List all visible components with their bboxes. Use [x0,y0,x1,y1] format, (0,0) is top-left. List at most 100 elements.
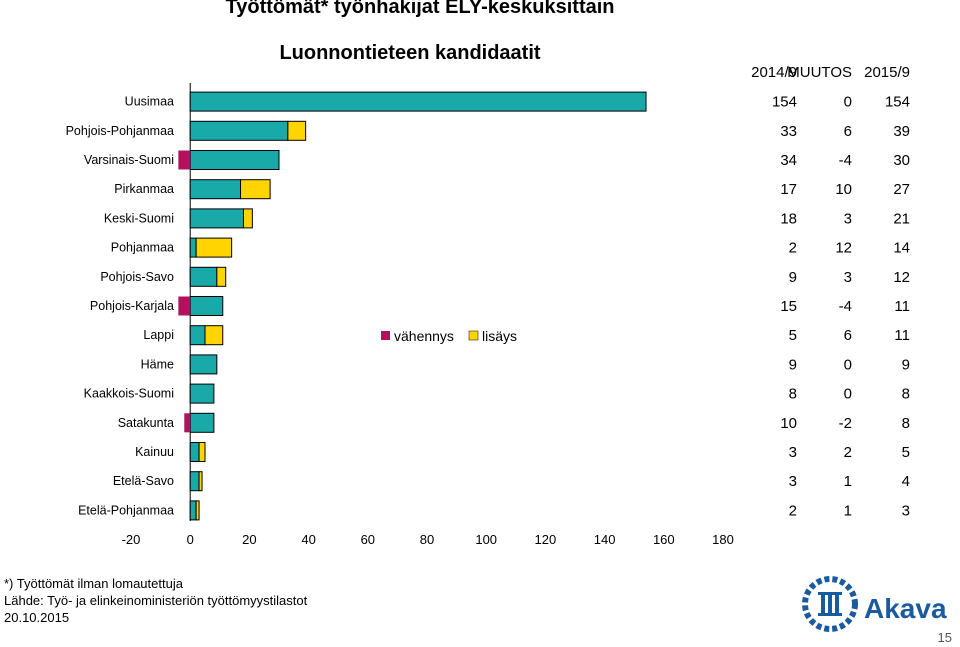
table-2015-value: 39 [893,123,910,140]
table-2014-value: 3 [789,444,797,461]
akava-logo: Akava [802,576,947,632]
table-2014-value: 2 [789,240,797,257]
table-change-value: 0 [844,386,852,403]
bar-increase [195,500,200,521]
bar-2014 [189,500,197,521]
category-label: Häme [141,357,174,371]
bar-2014 [189,150,280,170]
bar-2014 [189,325,206,346]
table-2015-value: 9 [902,356,910,373]
bar-decrease [178,296,191,316]
table-change-value: 3 [844,210,852,227]
table-change-value: 1 [844,473,852,490]
laurel-icon [802,576,858,632]
table-change-value: 10 [835,181,852,198]
table-change-value: -4 [839,152,852,169]
bar-2014 [189,266,218,287]
x-tick-label: 20 [242,532,256,547]
bar-2014 [189,208,244,229]
x-tick-label: -20 [122,532,141,547]
table-change-value: 3 [844,269,852,286]
table-2015-value: 154 [885,94,910,111]
table-change-value: 6 [844,327,852,344]
bar-increase [198,471,203,492]
bar-2014 [189,91,647,112]
table-change-value: 0 [844,356,852,373]
bar-increase [287,120,307,141]
logo-text: Akava [864,593,947,624]
legend-swatch-increase [468,330,479,341]
table-2015-value: 30 [893,152,910,169]
x-tick-label: 80 [420,532,434,547]
category-label: Varsinais-Suomi [84,153,174,167]
category-label: Etelä-Savo [113,474,174,488]
table-2014-value: 3 [789,473,797,490]
table-2014-value: 15 [780,298,797,315]
bar-increase [216,266,227,287]
category-label: Keski-Suomi [104,211,174,225]
date-note: 20.10.2015 [4,610,70,625]
table-header: 2015/9 [864,64,910,81]
table-2015-value: 5 [902,444,910,461]
category-label: Kaakkois-Suomi [84,387,174,401]
table-change-value: -2 [839,415,852,432]
table-change-value: -4 [839,298,852,315]
legend-label-decrease: vähennys [394,328,454,344]
bar-increase [195,237,233,258]
x-tick-label: 100 [475,532,497,547]
table-2014-value: 17 [780,181,797,198]
category-label: Etelä-Pohjanmaa [78,503,174,517]
x-tick-label: 160 [653,532,675,547]
bar-2014 [189,383,215,404]
table-2014-value: 2 [789,502,797,519]
page-number: 15 [937,630,952,645]
table-2014-value: 33 [780,123,797,140]
table-2015-value: 3 [902,502,910,519]
bar-increase [198,442,206,462]
table-2015-value: 11 [894,327,910,344]
table-change-value: 6 [844,123,852,140]
bar-2014 [189,296,224,316]
footnote: *) Työttömät ilman lomautettuja [4,576,183,591]
table-2014-value: 8 [789,386,797,403]
table-2015-value: 21 [893,210,910,227]
category-label: Pohjois-Savo [100,270,174,284]
chart-title: Työttömät* työnhakijat ELY-keskuksittain [225,0,615,18]
bar-2014 [189,471,200,492]
category-label: Uusimaa [125,95,174,109]
bar-2014 [189,442,200,462]
bar-2014 [189,237,197,258]
bar-decrease [184,413,191,433]
table-change-value: 1 [844,502,852,519]
table-header: 2014/9 [751,64,797,81]
bar-increase [242,208,253,229]
bar-2014 [189,412,215,433]
x-tick-label: 0 [187,532,194,547]
x-tick-label: 120 [535,532,557,547]
table-2014-value: 9 [789,356,797,373]
table-2015-value: 11 [894,298,910,315]
table-2014-value: 10 [780,415,797,432]
x-tick-label: 40 [301,532,315,547]
table-header: MUUTOS [787,64,852,81]
legend-label-increase: lisäys [482,328,517,344]
table-change-value: 2 [844,444,852,461]
category-label: Kainuu [135,445,174,459]
table-2014-value: 5 [789,327,797,344]
x-tick-label: 60 [361,532,375,547]
table-2014-value: 154 [772,94,797,111]
category-label: Satakunta [118,416,174,430]
category-label: Lappi [143,328,174,342]
bar-increase [240,179,271,200]
table-2014-value: 9 [789,269,797,286]
table-2015-value: 8 [902,415,910,432]
bar-2014 [189,354,218,375]
chart-subtitle: Luonnontieteen kandidaatit [279,42,541,64]
legend-swatch-decrease [381,331,390,340]
bar-increase [204,325,224,346]
table-2015-value: 8 [902,386,910,403]
table-2015-value: 4 [902,473,910,490]
source-note: Lähde: Työ- ja elinkeinoministeriön työt… [4,593,308,608]
category-label: Pirkanmaa [114,182,174,196]
